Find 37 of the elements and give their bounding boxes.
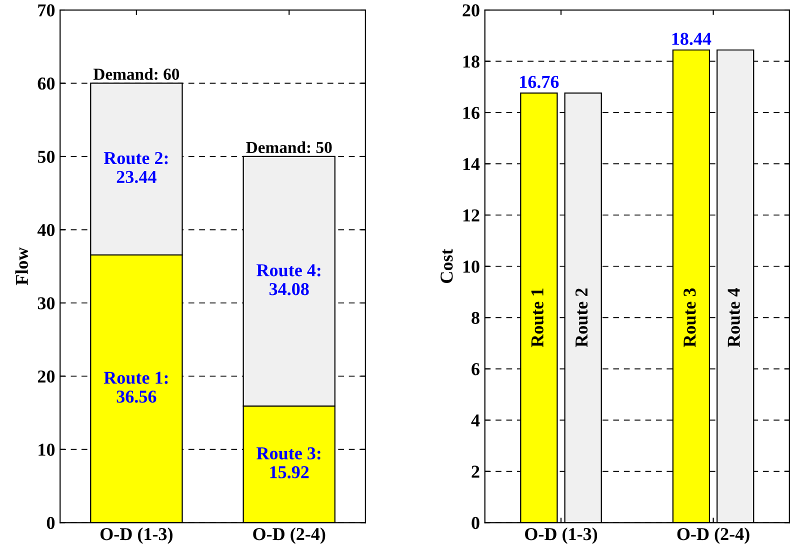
- y-tick-label: 50: [38, 150, 55, 163]
- y-tick-label: 18: [463, 56, 480, 68]
- y-axis-title: Flow: [15, 247, 28, 286]
- y-tick-label: 0: [46, 516, 55, 530]
- y-tick-label: 8: [472, 312, 480, 324]
- y-tick-label: 2: [472, 466, 480, 478]
- y-tick-label: 10: [463, 260, 480, 273]
- x-tick-label: O-D (2-4): [677, 528, 750, 544]
- y-tick-label: 40: [37, 224, 55, 236]
- y-tick-label: 60: [38, 78, 55, 90]
- x-tick-label: O-D (1-3): [525, 528, 598, 544]
- y-tick-label: 30: [38, 297, 55, 310]
- y-tick-label: 4: [471, 414, 480, 426]
- y-tick-label: 10: [38, 444, 55, 456]
- data-label: 16.76: [520, 76, 559, 88]
- y-tick-label: 6: [472, 363, 480, 376]
- annotation: Route 4: [728, 288, 740, 348]
- x-tick-label: O-D (2-4): [253, 528, 326, 544]
- y-tick-label: 12: [463, 209, 480, 222]
- total-label: Demand: 60: [93, 68, 180, 80]
- data-label: Route 3: 15.92: [256, 447, 320, 478]
- y-tick-label: 14: [463, 158, 480, 170]
- annotation: Route 3: [684, 288, 696, 348]
- x-tick-label: O-D (1-3): [100, 528, 173, 544]
- data-label: Route 1: 36.56: [104, 372, 168, 403]
- data-label: Route 4: 34.08: [256, 264, 320, 296]
- annotation: Route 1: [531, 288, 544, 348]
- y-axis-title: Cost: [440, 248, 453, 283]
- y-tick-label: 70: [38, 4, 55, 16]
- y-tick-label: 16: [463, 106, 480, 119]
- total-label: Demand: 50: [246, 141, 332, 154]
- y-tick-label: 0: [472, 516, 480, 530]
- data-label: Route 2: 23.44: [104, 152, 168, 184]
- annotation: Route 2: [575, 288, 588, 348]
- y-tick-label: 20: [38, 370, 55, 383]
- data-label: 18.44: [672, 32, 712, 46]
- y-tick-label: 20: [462, 4, 480, 16]
